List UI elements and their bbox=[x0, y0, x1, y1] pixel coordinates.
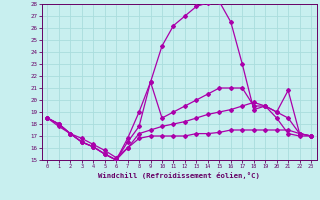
X-axis label: Windchill (Refroidissement éolien,°C): Windchill (Refroidissement éolien,°C) bbox=[98, 172, 260, 179]
